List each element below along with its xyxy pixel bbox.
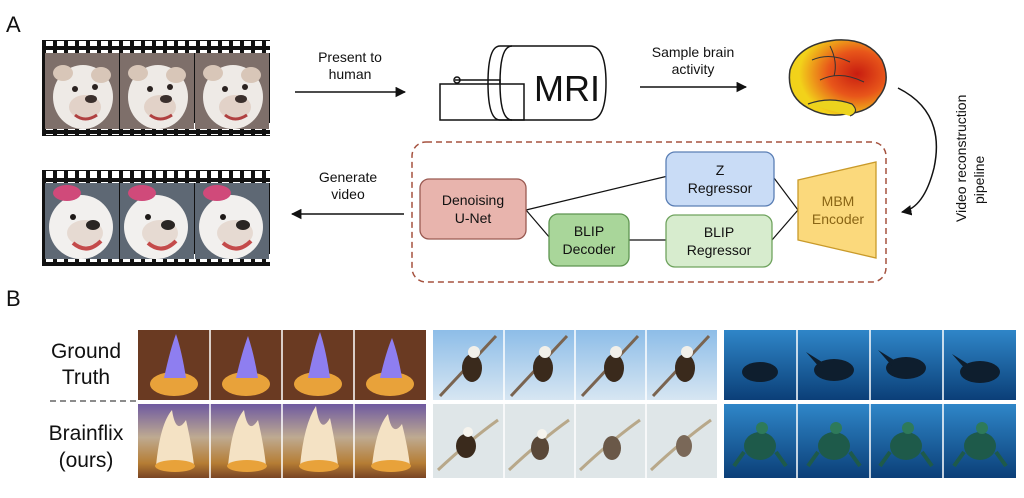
blip-regressor-label-line2: Regressor — [687, 242, 752, 258]
eagle-video-set — [433, 330, 717, 478]
mbm-encoder-label-line1: MBM — [822, 193, 855, 209]
blip-regressor-box: BLIP Regressor — [666, 215, 772, 267]
brainflix-label-line2: (ours) — [59, 449, 114, 472]
eagle-brainflix-row — [433, 404, 717, 478]
fire-brainflix-row — [138, 404, 426, 478]
eagle-ground-truth-row — [433, 330, 717, 400]
input-frame — [120, 53, 194, 129]
input-film-strip — [42, 40, 270, 136]
mbm-encoder-box: MBM Encoder — [798, 162, 876, 258]
present-label-line1: Present to — [318, 49, 382, 65]
blip-decoder-label-line1: BLIP — [574, 223, 604, 239]
unet-label-line2: U-Net — [455, 210, 492, 226]
output-frame — [120, 183, 194, 259]
sample-label-line2: activity — [672, 61, 715, 77]
generate-label-line2: video — [331, 186, 365, 202]
fire-ground-truth-row — [138, 330, 426, 400]
input-frame — [195, 53, 269, 129]
turtle-ground-truth-row — [724, 330, 1016, 400]
ground-truth-label-line1: Ground — [51, 340, 121, 363]
unet-label-line1: Denoising — [442, 192, 504, 208]
pipeline-arrow — [898, 88, 936, 212]
sample-label-line1: Sample brain — [652, 44, 735, 60]
blip-decoder-label-line2: Decoder — [563, 241, 616, 257]
mri-label: MRI — [534, 68, 600, 109]
generate-label-line1: Generate — [319, 169, 378, 185]
turtle-brainflix-row — [724, 404, 1016, 478]
blip-regressor-label-line1: BLIP — [704, 224, 734, 240]
blip-decoder-box: BLIP Decoder — [549, 214, 629, 266]
output-frame — [195, 183, 269, 259]
z-regressor-label-line1: Z — [716, 162, 725, 178]
fire-video-set — [138, 330, 426, 478]
panel-label-a: A — [6, 12, 21, 37]
ground-truth-label-line2: Truth — [62, 366, 110, 389]
turtle-video-set — [724, 330, 1016, 478]
denoising-unet-box: Denoising U-Net — [420, 179, 526, 239]
brain-activity-icon — [789, 40, 886, 116]
mbm-encoder-label-line2: Encoder — [812, 211, 864, 227]
pipeline-label-line2: pipeline — [971, 156, 987, 204]
panel-label-b: B — [6, 286, 21, 311]
output-film-strip — [42, 170, 270, 266]
input-frame — [45, 53, 119, 129]
z-regressor-box: Z Regressor — [666, 152, 774, 206]
z-regressor-label-line2: Regressor — [688, 180, 753, 196]
pipeline-label-line1: Video reconstruction — [953, 95, 969, 222]
present-label-line2: human — [329, 66, 372, 82]
brainflix-label-line1: Brainflix — [49, 422, 124, 445]
output-frame — [45, 183, 119, 259]
